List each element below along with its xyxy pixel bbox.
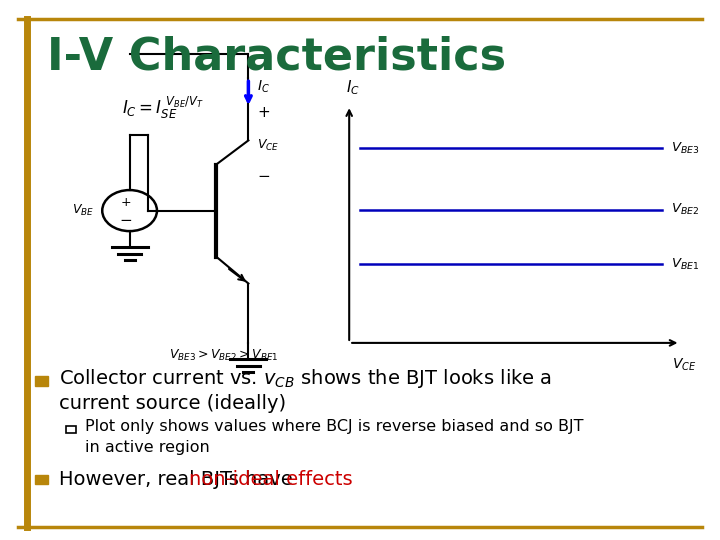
Text: $V_{BE}$: $V_{BE}$ — [72, 203, 94, 218]
Text: Collector current vs. $v_{CB}$ shows the BJT looks like a: Collector current vs. $v_{CB}$ shows the… — [59, 367, 552, 389]
Text: $I_C = I_{SE}^{\ V_{BE}/V_T}$: $I_C = I_{SE}^{\ V_{BE}/V_T}$ — [122, 94, 204, 121]
Text: non-ideal effects: non-ideal effects — [189, 470, 352, 489]
Text: I-V Characteristics: I-V Characteristics — [47, 35, 506, 78]
Text: $V_{BE3} > V_{BE2} > V_{BE1}$: $V_{BE3} > V_{BE2} > V_{BE1}$ — [169, 348, 279, 363]
Text: $+$: $+$ — [257, 105, 270, 120]
FancyBboxPatch shape — [66, 426, 76, 433]
Text: $V_{BE1}$: $V_{BE1}$ — [671, 257, 699, 272]
Text: −: − — [120, 213, 132, 228]
Text: $I_C$: $I_C$ — [257, 78, 270, 94]
FancyBboxPatch shape — [35, 475, 48, 484]
Text: However, real BJTs have: However, real BJTs have — [59, 470, 299, 489]
Text: Plot only shows values where BCJ is reverse biased and so BJT: Plot only shows values where BCJ is reve… — [85, 419, 583, 434]
Text: $V_{CE}$: $V_{CE}$ — [257, 138, 279, 153]
Text: $I_C$: $I_C$ — [346, 78, 360, 97]
Text: $-$: $-$ — [257, 167, 270, 183]
FancyBboxPatch shape — [35, 376, 48, 386]
Text: $V_{BE3}$: $V_{BE3}$ — [671, 140, 699, 156]
Text: current source (ideally): current source (ideally) — [59, 394, 286, 413]
Text: $V_{CE}$: $V_{CE}$ — [672, 356, 696, 373]
Text: $V_{BE2}$: $V_{BE2}$ — [671, 202, 699, 218]
Text: +: + — [121, 196, 131, 209]
Text: in active region: in active region — [85, 440, 210, 455]
